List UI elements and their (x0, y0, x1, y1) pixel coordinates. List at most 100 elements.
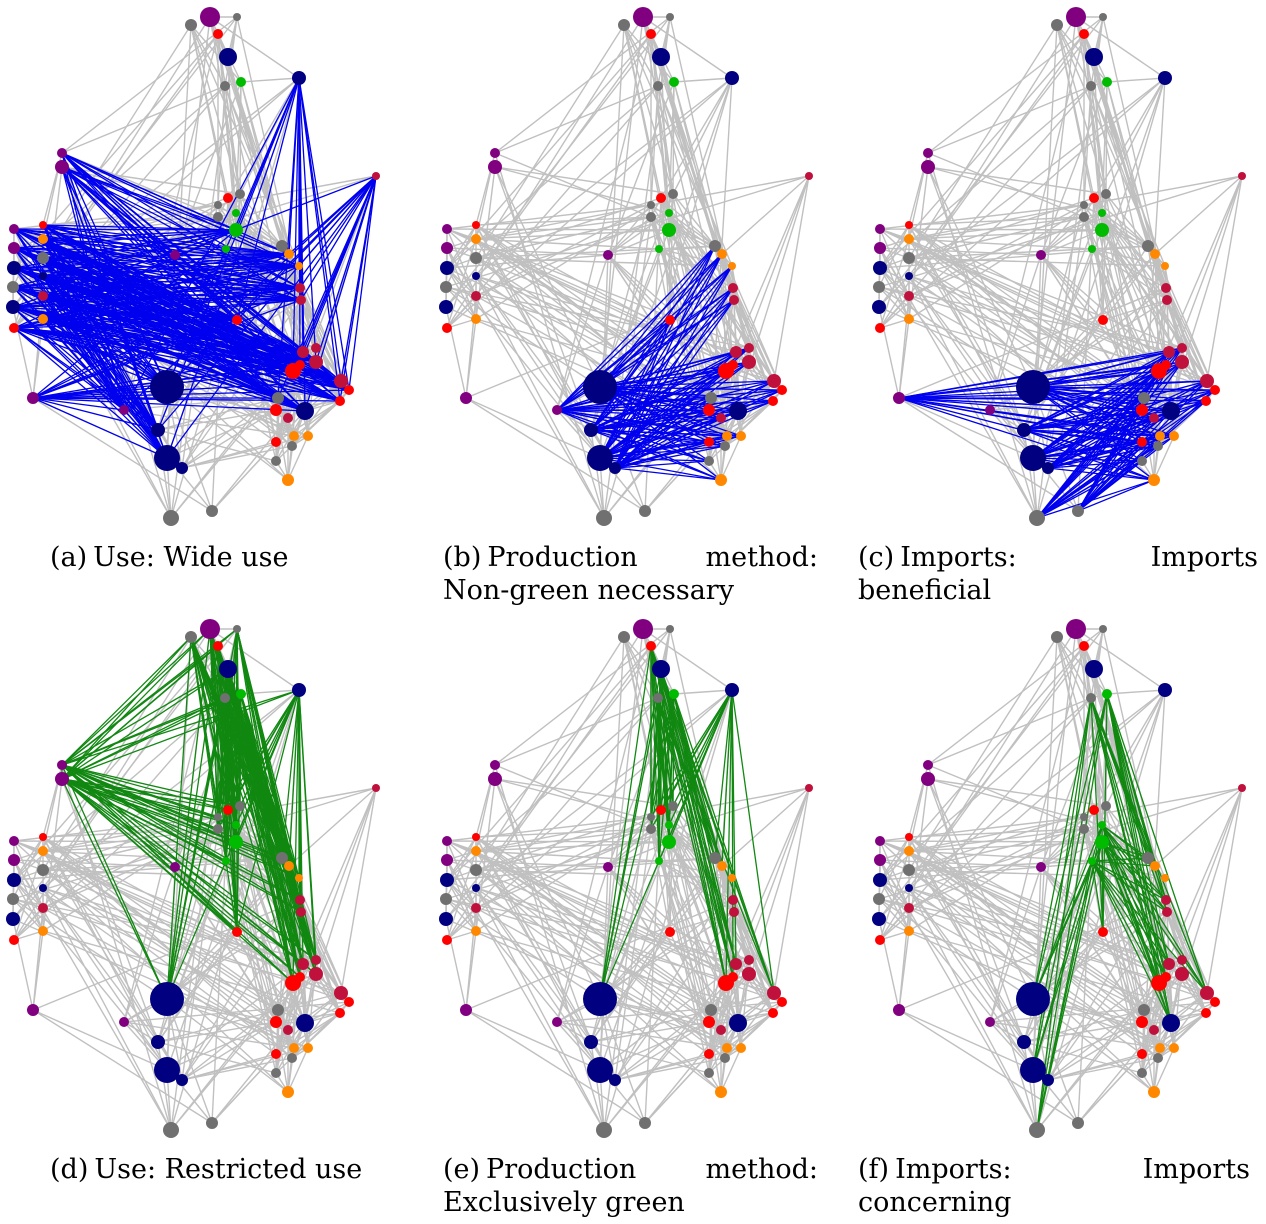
highlight-edge (599, 364, 734, 459)
graph-node-red (703, 404, 715, 416)
graph-node-gray (185, 19, 197, 31)
highlight-edge (61, 636, 192, 766)
graph-node-crimson (1149, 413, 1159, 423)
highlight-edge (1032, 380, 1208, 388)
highlight-edge (302, 175, 377, 353)
highlight-edge (42, 265, 300, 277)
graph-edge (1165, 287, 1208, 382)
graph-edge (494, 85, 659, 154)
graph-edge (13, 840, 317, 961)
graph-edge (475, 836, 734, 978)
graph-node-gray (37, 864, 49, 876)
highlight-edge (1106, 693, 1167, 978)
graph-edge (898, 1009, 1034, 1071)
graph-edge (13, 840, 342, 994)
graph-node-purple (1066, 7, 1086, 27)
graph-edge (166, 998, 289, 1093)
graph-node-navy (905, 884, 913, 892)
highlight-edge (673, 693, 775, 994)
highlight-edge (42, 229, 237, 320)
highlight-edge (236, 77, 300, 321)
graph-node-red (1089, 193, 1099, 203)
graph-edge (989, 1001, 1216, 1023)
graph-node-red (344, 385, 354, 395)
graph-edge (878, 275, 910, 308)
graph-node-red (704, 1049, 714, 1059)
highlight-edge (61, 689, 300, 780)
graph-edge (1090, 85, 1166, 267)
graph-node-crimson (334, 374, 348, 388)
highlight-edge (61, 778, 229, 811)
graph-edge (123, 866, 176, 1023)
graph-node-crimson (1163, 958, 1175, 970)
graph-node-gray (220, 81, 230, 91)
highlight-edge (1091, 860, 1168, 913)
graph-node-red (1098, 927, 1108, 937)
graph-node-orange (303, 431, 313, 441)
graph-edge (475, 887, 605, 1131)
graph-edge (748, 973, 774, 1014)
graph-node-orange (284, 249, 294, 259)
highlight-edge (657, 697, 737, 965)
graph-node-red (1136, 404, 1148, 416)
graph-edge (475, 816, 652, 852)
graph-edge (879, 267, 910, 320)
graph-edge (61, 764, 172, 1131)
graph-node-orange (289, 1043, 299, 1053)
graph-node-orange (1150, 249, 1160, 259)
graph-node-gray (272, 1004, 284, 1016)
highlight-edge (898, 389, 1216, 399)
graph-edge (61, 778, 159, 1043)
graph-node-crimson (716, 413, 726, 423)
graph-edge (708, 1012, 774, 1055)
graph-edge (157, 1041, 172, 1131)
highlight-edge (61, 778, 317, 961)
graph-edge (614, 877, 733, 1081)
graph-edge (123, 1021, 295, 1049)
highlight-edge (657, 697, 670, 843)
graph-edge (446, 318, 477, 329)
graph-edge (240, 77, 300, 83)
highlight-edge (61, 778, 237, 826)
highlight-edge (42, 318, 125, 411)
graph-edge (614, 911, 735, 1081)
highlight-edge (42, 318, 350, 391)
graph-edge (32, 397, 213, 512)
graph-edge (1040, 824, 1103, 868)
graph-node-navy (7, 873, 21, 887)
highlight-edge (1077, 441, 1143, 512)
graph-edge (446, 840, 750, 961)
graph-edge (1023, 992, 1208, 1043)
node-layer (872, 619, 1246, 1138)
graph-edge (446, 238, 477, 329)
graph-node-green (1102, 689, 1112, 699)
highlight-edge (166, 693, 242, 1000)
highlight-edge (42, 295, 159, 431)
highlight-edge (1047, 409, 1143, 469)
graph-edge (42, 816, 219, 852)
highlight-edge (556, 319, 671, 411)
graph-node-red (1161, 360, 1171, 370)
graph-edge (927, 152, 1038, 519)
graph-node-gray (1051, 19, 1063, 31)
graph-node-orange (282, 1086, 294, 1098)
graph-edge (475, 869, 734, 978)
graph-node-gray (1101, 801, 1111, 811)
graph-edge (650, 33, 670, 231)
highlight-edge (61, 778, 168, 1000)
graph-edge (299, 899, 342, 994)
highlight-edge (1101, 841, 1149, 859)
network-panel-c: (c) Imports: Imports beneficial (858, 0, 1266, 612)
graph-edge (908, 841, 1103, 852)
highlight-edge (1047, 441, 1143, 469)
graph-edge (181, 445, 293, 469)
graph-edge (879, 930, 910, 941)
graph-edge (927, 166, 1107, 195)
graph-edge (989, 866, 1042, 1023)
graph-node-red (777, 997, 787, 1007)
highlight-edge (614, 287, 734, 469)
graph-edge (1040, 693, 1108, 868)
graph-node-red (335, 396, 345, 406)
graph-node-purple (170, 250, 180, 260)
graph-node-gray (1138, 392, 1150, 404)
